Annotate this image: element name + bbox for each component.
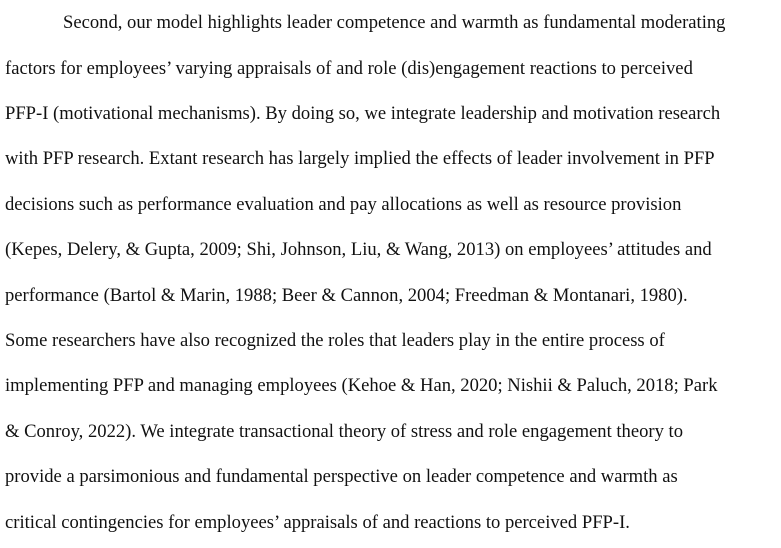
paragraph-line: with PFP research. Extant research has l… [5, 148, 715, 169]
paragraph-line: & Conroy, 2022). We integrate transactio… [5, 421, 684, 442]
paragraph-line: (Kepes, Delery, & Gupta, 2009; Shi, John… [5, 239, 712, 260]
paragraph-line: decisions such as performance evaluation… [5, 194, 682, 215]
paragraph-line: factors for employees’ varying appraisal… [5, 58, 693, 79]
paragraph-line: Second, our model highlights leader comp… [63, 12, 726, 33]
paragraph-line: implementing PFP and managing employees … [5, 375, 718, 396]
paragraph-line: critical contingencies for employees’ ap… [5, 512, 630, 533]
paragraph-line: performance (Bartol & Marin, 1988; Beer … [5, 285, 688, 306]
paragraph-line: provide a parsimonious and fundamental p… [5, 466, 678, 487]
paragraph-line: PFP-I (motivational mechanisms). By doin… [5, 103, 721, 124]
paragraph-line: Some researchers have also recognized th… [5, 330, 665, 351]
